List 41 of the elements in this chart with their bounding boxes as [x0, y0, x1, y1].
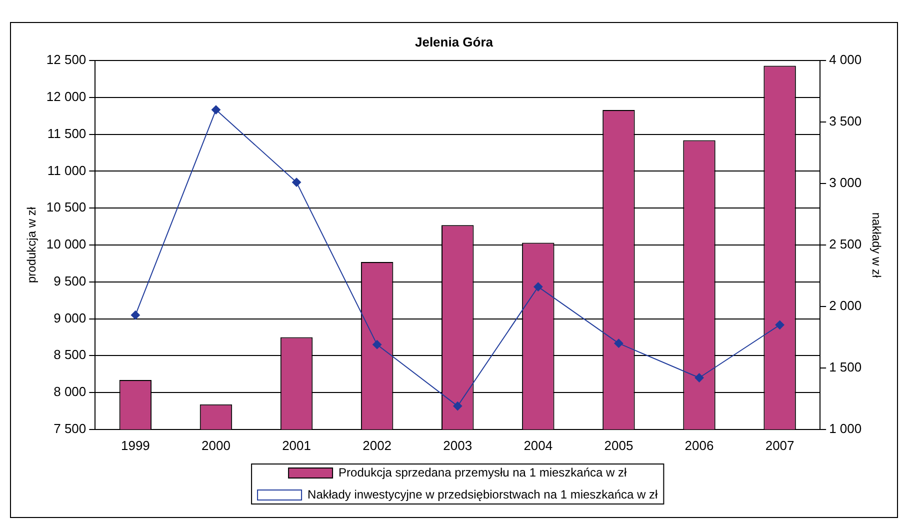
point	[694, 373, 704, 382]
point	[614, 338, 624, 348]
point	[372, 340, 382, 350]
point	[211, 105, 220, 114]
point	[130, 310, 140, 320]
x-tick-label: 2001	[282, 438, 311, 453]
y2-tick-label: 1 000	[829, 420, 862, 436]
x-tick-label: 2003	[443, 438, 472, 453]
chart-title: Jelenia Góra	[414, 34, 494, 50]
y-tick-label: 11 000	[47, 162, 86, 178]
point	[534, 282, 543, 292]
x-tick-label: 1999	[120, 438, 150, 453]
y2-tick-label: 2 500	[829, 236, 862, 252]
point	[775, 320, 784, 330]
y-tick-label: 10 000	[46, 236, 86, 252]
y-tick-label: 9 000	[54, 310, 86, 326]
y-tick-label: 12 500	[46, 52, 86, 68]
legend-label: Nakłady inwestycyjne w przedsiębiorstwach na 1 mieszkańca w zł	[308, 487, 658, 502]
y-tick-label: 11 500	[47, 126, 86, 141]
y-tick-label: 8 000	[54, 384, 86, 400]
x-tick-label: 2002	[362, 438, 392, 453]
y-tick-label: 12 000	[46, 89, 86, 104]
x-tick-label: 2006	[684, 438, 714, 453]
legend-label: Produkcja sprzedana przemysłu na 1 mieszkańca w zł	[338, 465, 628, 480]
y2-tick-label: 4 000	[829, 52, 862, 68]
x-tick-label: 2000	[202, 438, 230, 453]
y2-tick-label: 1 500	[829, 360, 862, 375]
y-tick-label: 8 500	[54, 347, 86, 362]
y2-tick-label: 3 000	[829, 175, 862, 190]
point	[292, 178, 302, 187]
y2-axis-title: nakłady w zł	[869, 212, 884, 278]
y-tick-label: 7 500	[54, 420, 86, 436]
y-axis-title: produkcja w zł	[24, 206, 39, 284]
point	[453, 402, 462, 411]
x-tick-label: 2004	[524, 438, 553, 453]
x-tick-label: 2007	[765, 438, 794, 453]
y-tick-label: 10 500	[46, 200, 86, 215]
y-tick-label: 9 500	[54, 273, 86, 288]
x-tick-label: 2005	[604, 438, 634, 453]
y2-tick-label: 3 500	[829, 114, 862, 129]
y2-tick-label: 2 000	[829, 298, 862, 314]
